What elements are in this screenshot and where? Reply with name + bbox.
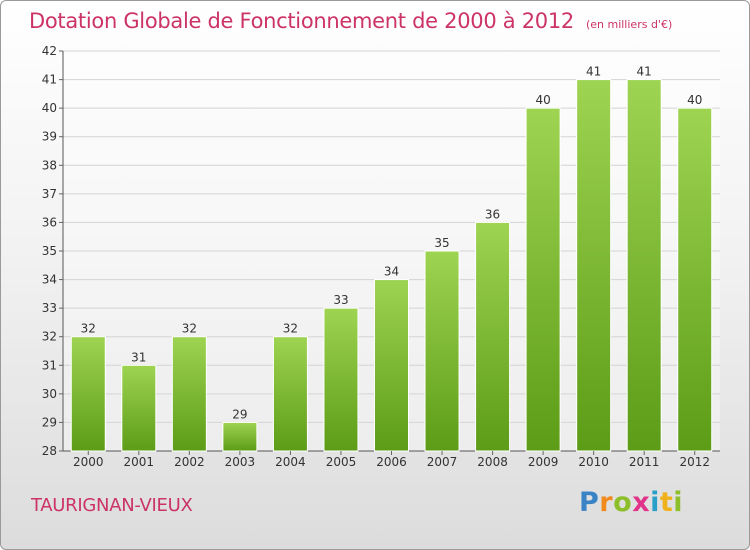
y-tick-label: 39 xyxy=(42,130,57,144)
bar xyxy=(374,279,409,452)
x-tick-label: 2001 xyxy=(124,455,155,469)
bar xyxy=(626,79,662,452)
bar xyxy=(677,107,713,452)
bar xyxy=(525,107,561,452)
y-tick-label: 36 xyxy=(42,215,57,229)
x-tick-label: 2010 xyxy=(578,455,609,469)
plot-area: 28 29 30 31 32 33 34 35 36 37 38 39 40 41 42 32 2000 31 20… xyxy=(42,44,720,469)
x-tick-label: 2008 xyxy=(477,455,508,469)
y-tick-label: 35 xyxy=(42,244,57,258)
y-tick-label: 37 xyxy=(42,187,57,201)
y-tick-label: 42 xyxy=(42,44,57,58)
bar xyxy=(424,250,460,452)
chart-title-text: Dotation Globale de Fonctionnement de 20… xyxy=(29,9,574,33)
bar-value-label: 36 xyxy=(485,207,500,221)
commune-name: TAURIGNAN-VIEUX xyxy=(31,495,193,516)
y-tick-label: 40 xyxy=(42,101,57,115)
y-tick-label: 28 xyxy=(42,444,57,458)
x-tick-label: 2003 xyxy=(225,455,256,469)
bar-value-label: 40 xyxy=(687,93,702,107)
bar-value-label: 32 xyxy=(81,322,96,336)
bar-value-label: 33 xyxy=(333,293,348,307)
x-tick-label: 2012 xyxy=(679,455,710,469)
bar xyxy=(171,336,207,452)
bar xyxy=(576,79,612,452)
bar-value-label: 31 xyxy=(131,350,146,364)
y-tick-label: 31 xyxy=(42,358,57,372)
y-tick-label: 38 xyxy=(42,158,57,172)
y-tick-label: 33 xyxy=(42,301,57,315)
x-tick-label: 2002 xyxy=(174,455,205,469)
x-tick-label: 2011 xyxy=(629,455,660,469)
y-tick-label: 34 xyxy=(42,273,57,287)
chart-unit-label: (en milliers d'€) xyxy=(585,18,673,31)
bar-value-label: 34 xyxy=(384,265,399,279)
bar-value-label: 35 xyxy=(434,236,449,250)
x-tick-label: 2007 xyxy=(427,455,458,469)
bar xyxy=(475,221,511,452)
chart-title: Dotation Globale de Fonctionnement de 20… xyxy=(29,9,672,33)
y-tick-label: 29 xyxy=(42,415,57,429)
bar xyxy=(272,336,308,452)
bar xyxy=(70,336,106,452)
x-tick-label: 2005 xyxy=(326,455,357,469)
bar-value-label: 32 xyxy=(283,322,298,336)
x-tick-label: 2004 xyxy=(275,455,306,469)
bar-value-label: 40 xyxy=(535,93,550,107)
bar-value-label: 29 xyxy=(232,407,247,421)
bar xyxy=(222,421,258,452)
bar-value-label: 41 xyxy=(586,65,601,79)
x-tick-label: 2000 xyxy=(73,455,104,469)
bar xyxy=(121,364,157,452)
x-tick-label: 2009 xyxy=(528,455,559,469)
y-tick-label: 32 xyxy=(42,330,57,344)
y-tick-label: 41 xyxy=(42,73,57,87)
bar-value-label: 41 xyxy=(637,65,652,79)
bar-value-label: 32 xyxy=(182,322,197,336)
y-tick-label: 30 xyxy=(42,387,57,401)
bar xyxy=(323,307,359,452)
x-tick-label: 2006 xyxy=(376,455,407,469)
proxiti-logo[interactable]: Proxiti xyxy=(579,487,684,518)
